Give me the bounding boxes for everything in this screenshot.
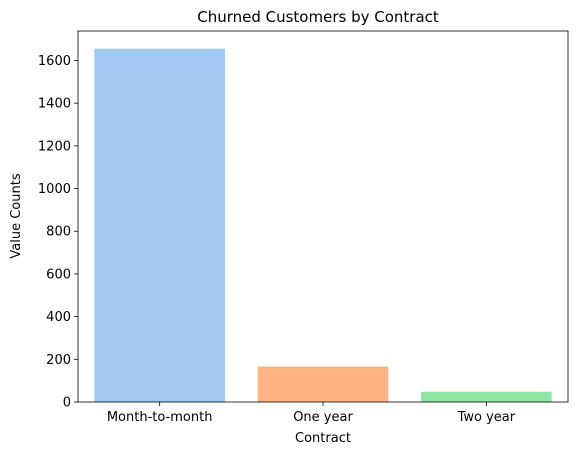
plot-area: Month-to-month One year Two year 0 200 400 600… [38, 30, 569, 425]
x-tick-label: Month-to-month [107, 410, 213, 425]
y-tick-label: 800 [46, 225, 71, 240]
bar-two-year [421, 391, 552, 402]
bar-one-year [257, 366, 389, 402]
y-tick-label: 1200 [38, 139, 71, 154]
axes-frame [77, 30, 569, 403]
y-tick-label: 600 [46, 267, 71, 282]
chart-title: Churned Customers by Contract [197, 8, 439, 26]
x-axis-label: Contract [295, 431, 351, 446]
y-tick-label: 200 [46, 353, 71, 368]
y-axis-label: Value Counts [9, 173, 24, 258]
y-tick-label: 400 [46, 310, 71, 325]
x-tick-label: One year [293, 410, 353, 425]
y-tick-label: 0 [63, 396, 71, 411]
y-tick-label: 1600 [38, 54, 71, 69]
x-tick-label: Two year [457, 410, 516, 425]
y-tick-label: 1000 [38, 182, 71, 197]
y-tick-label: 1400 [38, 97, 71, 112]
bar-month-to-month [94, 48, 225, 402]
